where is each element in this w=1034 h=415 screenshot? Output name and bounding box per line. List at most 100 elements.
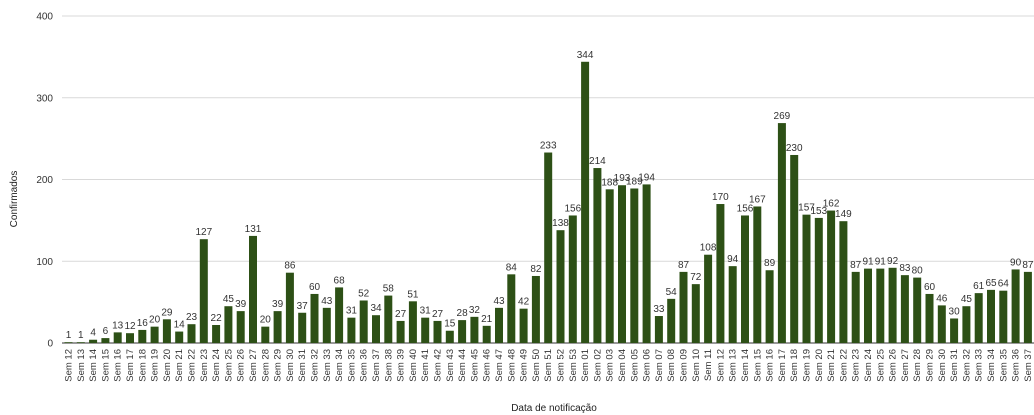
data-label: 37 bbox=[297, 301, 309, 312]
bar bbox=[839, 221, 848, 343]
x-tick-label: Sem 34 bbox=[986, 349, 997, 382]
x-tick-label: Sem 12 bbox=[715, 349, 726, 382]
x-tick-label: Sem 37 bbox=[1023, 349, 1034, 382]
bar bbox=[384, 295, 393, 343]
data-label: 34 bbox=[370, 303, 382, 314]
data-label: 4 bbox=[90, 328, 96, 339]
data-label: 42 bbox=[518, 297, 530, 308]
data-label: 167 bbox=[749, 194, 766, 205]
bar bbox=[999, 290, 1008, 343]
x-tick-label: Sem 19 bbox=[802, 349, 813, 382]
data-label: 12 bbox=[124, 321, 136, 332]
data-label: 27 bbox=[395, 309, 407, 320]
x-tick-label: Sem 02 bbox=[592, 349, 603, 382]
bar bbox=[704, 254, 713, 343]
y-tick-label: 100 bbox=[36, 257, 53, 268]
bar bbox=[347, 317, 356, 343]
bar bbox=[900, 275, 909, 343]
x-tick-label: Sem 34 bbox=[334, 349, 345, 382]
x-tick-label: Sem 36 bbox=[359, 349, 370, 382]
x-tick-label: Sem 33 bbox=[322, 349, 333, 382]
bar bbox=[507, 274, 516, 343]
x-tick-label: Sem 47 bbox=[494, 349, 505, 382]
x-tick-label: Sem 17 bbox=[777, 349, 788, 382]
x-tick-label: Sem 52 bbox=[556, 349, 567, 382]
bar bbox=[864, 268, 872, 343]
bar bbox=[581, 61, 590, 343]
bar bbox=[814, 217, 823, 343]
data-label: 189 bbox=[626, 176, 643, 187]
x-tick-label: Sem 29 bbox=[273, 349, 284, 382]
x-tick-label: Sem 07 bbox=[654, 349, 665, 382]
data-label: 45 bbox=[961, 294, 973, 305]
x-tick-label: Sem 03 bbox=[605, 349, 616, 382]
bar bbox=[827, 210, 836, 343]
x-tick-label: Sem 13 bbox=[728, 349, 739, 382]
data-label: 45 bbox=[223, 294, 235, 305]
bar bbox=[913, 277, 922, 343]
x-tick-label: Sem 24 bbox=[211, 349, 222, 382]
x-tick-label: Sem 18 bbox=[789, 349, 800, 382]
data-label: 80 bbox=[912, 266, 924, 277]
data-label: 127 bbox=[195, 227, 212, 238]
x-tick-label: Sem 25 bbox=[223, 349, 234, 382]
data-label: 89 bbox=[764, 258, 776, 269]
x-tick-label: Sem 27 bbox=[900, 349, 911, 382]
x-axis-ticks: Sem 12 Sem 13 Sem 14 Sem 15 Sem 16 Sem 17 Sem … bbox=[64, 349, 1034, 382]
bar bbox=[298, 312, 307, 343]
bar bbox=[802, 214, 811, 343]
data-label: 61 bbox=[973, 281, 985, 292]
x-tick-label: Sem 15 bbox=[752, 349, 763, 382]
bar bbox=[445, 330, 454, 343]
x-tick-label: Sem 06 bbox=[642, 349, 653, 382]
x-tick-label: Sem 30 bbox=[285, 349, 296, 382]
data-label: 60 bbox=[309, 282, 321, 293]
data-label: 51 bbox=[407, 289, 419, 300]
bar bbox=[408, 301, 417, 343]
data-label: 156 bbox=[564, 203, 581, 214]
x-tick-label: Sem 32 bbox=[310, 349, 321, 382]
x-tick-label: Sem 44 bbox=[457, 349, 468, 382]
bar bbox=[765, 270, 774, 343]
data-label: 29 bbox=[161, 307, 173, 318]
x-tick-label: Sem 49 bbox=[519, 349, 530, 382]
data-label: 82 bbox=[530, 264, 542, 275]
data-label: 344 bbox=[577, 50, 594, 61]
x-tick-label: Sem 53 bbox=[568, 349, 579, 382]
bar bbox=[101, 338, 110, 343]
x-tick-label: Sem 24 bbox=[863, 349, 874, 382]
x-tick-label: Sem 31 bbox=[949, 349, 960, 382]
data-label: 27 bbox=[432, 309, 444, 320]
x-tick-label: Sem 17 bbox=[125, 349, 136, 382]
data-label: 87 bbox=[678, 260, 690, 271]
bar bbox=[273, 311, 282, 343]
y-axis-ticks: 0 100 200 300 400 bbox=[36, 12, 53, 350]
x-tick-label: Sem 26 bbox=[236, 349, 247, 382]
data-label: 22 bbox=[211, 313, 223, 324]
y-tick-label: 200 bbox=[36, 175, 53, 186]
x-tick-label: Sem 22 bbox=[187, 349, 198, 382]
x-tick-label: Sem 48 bbox=[506, 349, 517, 382]
x-tick-label: Sem 33 bbox=[974, 349, 985, 382]
x-tick-label: Sem 22 bbox=[838, 349, 849, 382]
y-tick-label: 300 bbox=[36, 93, 53, 104]
x-tick-label: Sem 21 bbox=[826, 349, 837, 382]
x-tick-label: Sem 35 bbox=[998, 349, 1009, 382]
data-label: 43 bbox=[493, 296, 505, 307]
x-tick-label: Sem 15 bbox=[100, 349, 111, 382]
data-label: 94 bbox=[727, 254, 739, 265]
data-label: 13 bbox=[112, 320, 124, 331]
bar bbox=[888, 267, 897, 343]
bar bbox=[126, 333, 134, 343]
bars bbox=[64, 61, 1032, 343]
data-label: 65 bbox=[985, 278, 997, 289]
x-tick-label: Sem 20 bbox=[814, 349, 825, 382]
data-label: 157 bbox=[798, 203, 815, 214]
bar bbox=[605, 189, 614, 343]
data-label: 269 bbox=[774, 111, 791, 122]
x-tick-label: Sem 01 bbox=[580, 349, 591, 382]
bar bbox=[310, 293, 319, 343]
data-label: 52 bbox=[358, 288, 370, 299]
data-label: 83 bbox=[899, 263, 911, 274]
